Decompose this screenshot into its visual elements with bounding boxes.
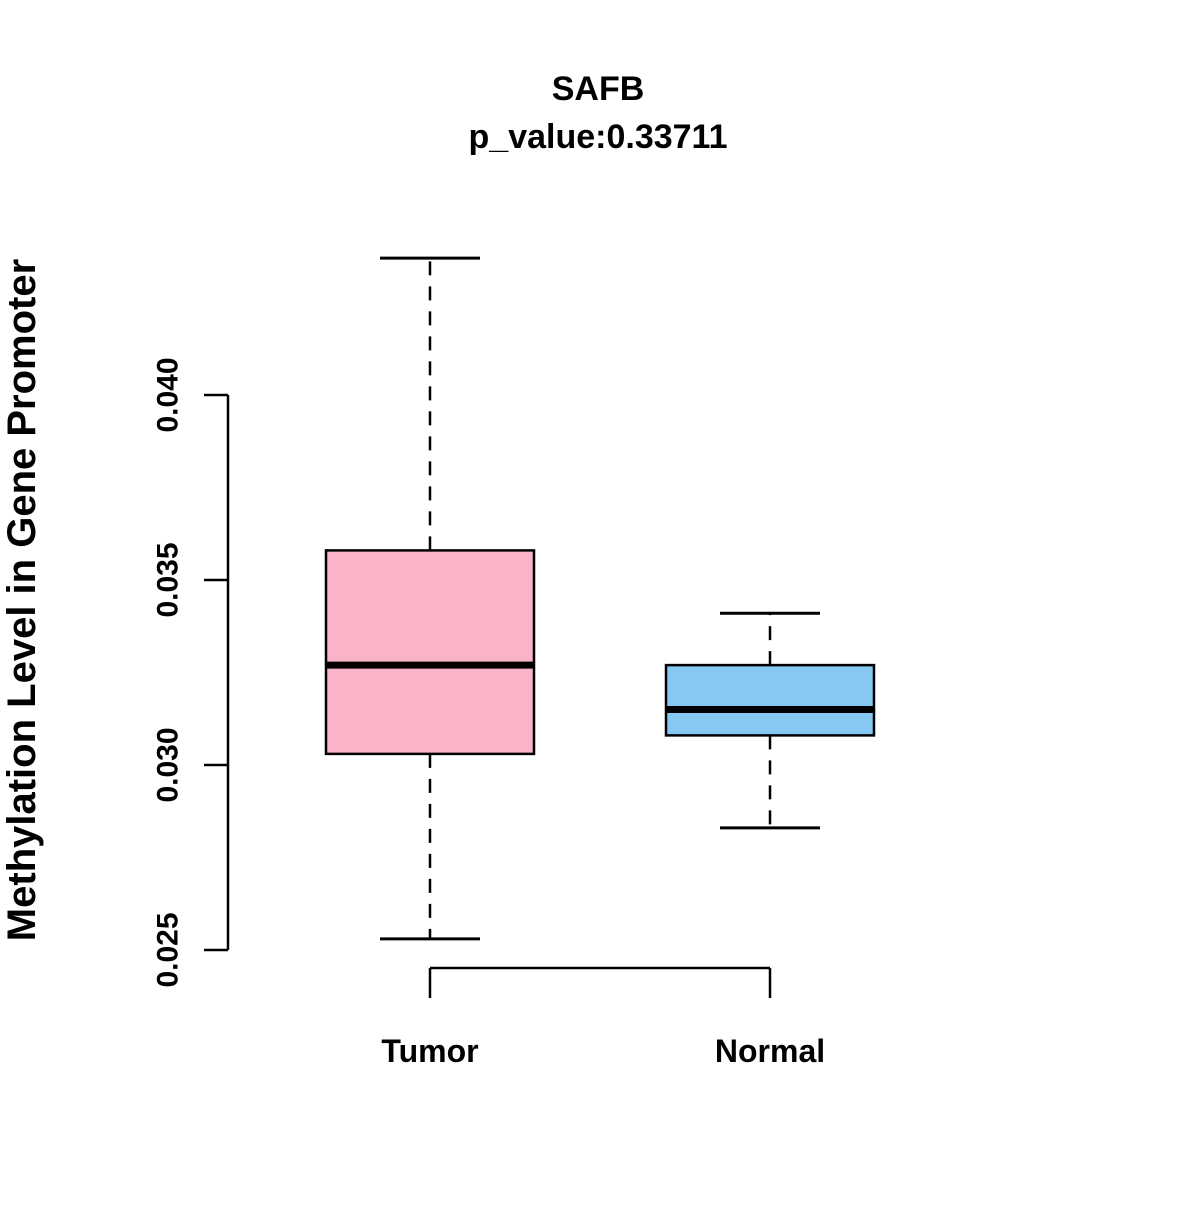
box-normal <box>664 663 876 737</box>
x-axis-label: Normal <box>715 1033 825 1069</box>
y-axis-tick-label: 0.025 <box>152 912 185 987</box>
chart-subtitle: p_value:0.33711 <box>469 118 728 156</box>
y-axis-tick-label: 0.030 <box>152 727 185 802</box>
plot-area: 0.025 0.030 0.035 0.040 Tumor Normal <box>152 256 876 1069</box>
x-axis-label: Tumor <box>381 1033 478 1069</box>
box-tumor <box>324 549 536 756</box>
y-axis-title: Methylation Level in Gene Promoter <box>0 259 44 941</box>
y-axis-tick-label: 0.040 <box>152 357 185 432</box>
chart-title: SAFB <box>552 70 645 108</box>
y-axis-tick-label: 0.035 <box>152 542 185 617</box>
